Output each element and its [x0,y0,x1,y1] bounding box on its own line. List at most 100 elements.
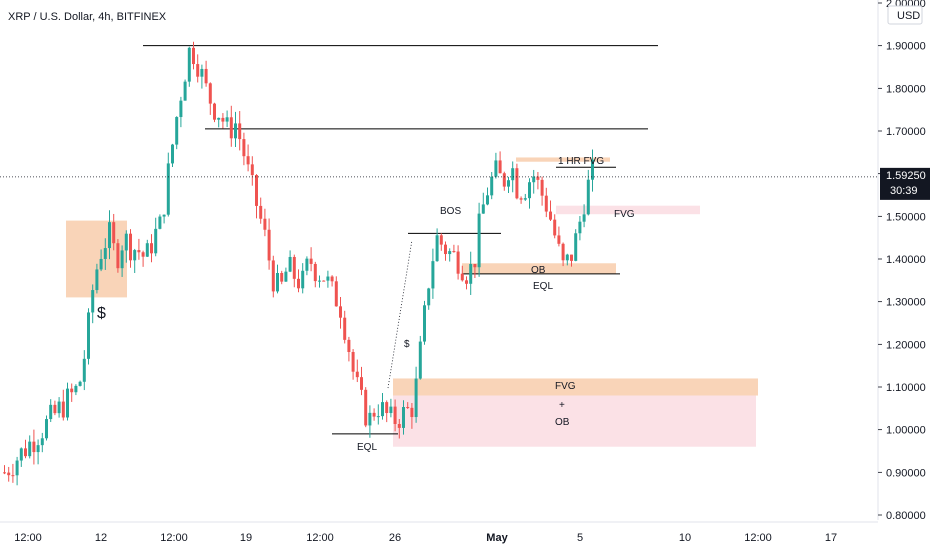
candle-body [292,256,296,279]
annotation-fvg-1hr: 1 HR FVG [558,156,604,167]
candle-body [116,243,120,269]
time-axis[interactable]: 12:00 12 12:00 19 12:00 26 May 5 10 12:00 17 [14,532,837,544]
candle-body [28,441,32,457]
candle-body [301,270,305,289]
candle-body [515,168,519,199]
candle-body [238,123,242,140]
candle-body [221,117,225,122]
candle-body [519,198,523,200]
candle-body [124,233,128,251]
candle-body [347,339,351,353]
candle-body [540,179,544,196]
candle-body [11,475,15,477]
candle-body [187,47,191,82]
candle-body [229,117,233,139]
candle-body [406,407,410,409]
candle-body [305,258,309,271]
candle-body [469,263,473,284]
candle-body [372,412,376,417]
zone-orange [516,157,610,162]
candle-body [523,198,527,200]
candle-body [309,258,313,264]
candle-body [355,371,359,378]
candle-body [78,381,82,386]
candle-body [200,68,204,77]
candle-body [528,182,531,199]
candle-body [360,377,363,390]
candle-body [154,228,158,254]
x-tick-label: May [486,532,508,544]
candle-body [448,251,452,255]
candle-body [490,176,494,196]
candle-body [70,388,74,393]
candle-body [82,358,86,382]
candle-body [192,47,195,65]
candle-body [423,305,426,342]
candle-body [565,254,569,261]
candle-body [591,159,594,180]
annotation-ob-low: OB [555,417,570,428]
candle-body [53,404,57,414]
y-tick-label: 0.80000 [886,510,926,522]
candle-body [242,139,246,157]
candle-body [171,144,174,164]
candle-body [36,445,40,453]
candle-body [162,214,166,217]
candle-body [494,160,498,177]
candle-body [326,276,330,281]
candle-body [339,306,342,318]
candle-body [61,401,65,418]
candle-body [267,229,271,261]
annotation-eql-2: EQL [357,442,377,453]
annotation-dollar-1: $ [97,305,106,322]
candle-body [133,250,137,261]
y-tick-label: 1.00000 [886,425,926,437]
candle-body [586,179,590,215]
candle-body [460,273,464,281]
candle-body [570,254,573,261]
candle-body [561,243,565,261]
candle-body [87,312,90,359]
candle-body [74,385,78,393]
candle-body [284,271,288,282]
x-tick-label: 12:00 [160,532,188,544]
candle-body [511,168,515,181]
annotation-plus: + [559,400,565,411]
candle-body [137,250,141,253]
currency-badge[interactable] [887,5,923,25]
y-tick-label: 1.30000 [886,297,926,309]
zones-layer [66,157,758,447]
candle-body [578,221,582,234]
candle-body [246,156,250,165]
candle-body [389,406,393,414]
candle-body [271,260,275,292]
last-price-countdown: 30:39 [890,185,918,197]
annotation-eql-1: EQL [533,281,553,292]
candle-body [444,244,447,255]
zone-pink [393,395,756,447]
candle-body [414,378,418,418]
candle-body [196,64,200,77]
last-price-badge [880,167,930,200]
y-tick-label: 1.40000 [886,254,926,266]
x-tick-label: 5 [577,532,583,544]
candles-layer [3,41,594,486]
candle-body [544,195,548,212]
annotation-ob-1: OB [531,265,546,276]
candle-body [385,402,389,414]
candle-body [418,341,422,379]
candle-body [40,438,44,446]
candle-body [120,250,124,269]
candle-body [129,233,132,261]
annotation-fvg-low: FVG [555,381,576,392]
candle-body [368,412,372,426]
candle-body [397,424,401,428]
candle-body [473,263,477,268]
candle-body [225,117,229,122]
candle-body [3,472,6,474]
y-tick-label: 2.00000 [886,0,926,10]
candle-body [549,211,552,220]
candle-body [263,218,267,230]
y-tick-label: 1.50000 [886,211,926,223]
